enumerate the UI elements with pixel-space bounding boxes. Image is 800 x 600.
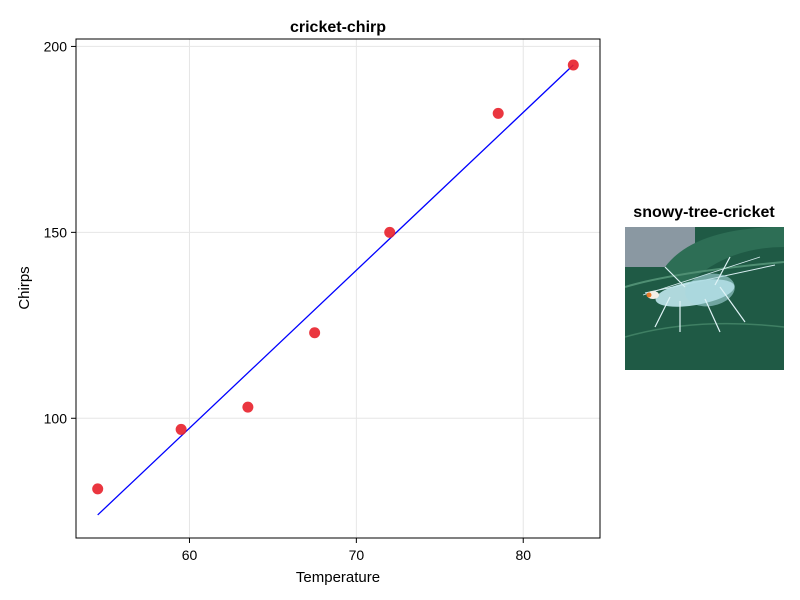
- plot-frame: [75, 38, 601, 539]
- cricket-photo: [625, 227, 784, 370]
- chart-title: cricket-chirp: [290, 19, 386, 36]
- data-point: [175, 423, 187, 435]
- y-tick-label: 200: [44, 38, 68, 54]
- fit-line-layer: [97, 64, 574, 516]
- data-point: [567, 59, 579, 71]
- x-axis-ticks: 60 70 80: [182, 538, 531, 563]
- data-point: [92, 483, 104, 495]
- x-tick-label: 80: [515, 547, 531, 563]
- data-point: [492, 107, 504, 119]
- y-axis-label: Chirps: [16, 266, 33, 309]
- x-tick-label: 60: [182, 547, 198, 563]
- data-point: [242, 401, 254, 413]
- y-tick-label: 100: [44, 410, 68, 426]
- image-title: snowy-tree-cricket: [633, 204, 775, 221]
- x-tick-label: 70: [349, 547, 365, 563]
- data-point: [384, 226, 396, 238]
- y-axis-ticks: 100 150 200: [44, 38, 76, 426]
- gridlines: [76, 39, 600, 538]
- image-panel: snowy-tree-cricket: [614, 204, 794, 374]
- x-axis-label: Temperature: [296, 569, 380, 586]
- fit-line: [97, 64, 574, 516]
- data-point: [309, 327, 321, 339]
- y-tick-label: 150: [44, 224, 68, 240]
- data-points: [92, 59, 579, 495]
